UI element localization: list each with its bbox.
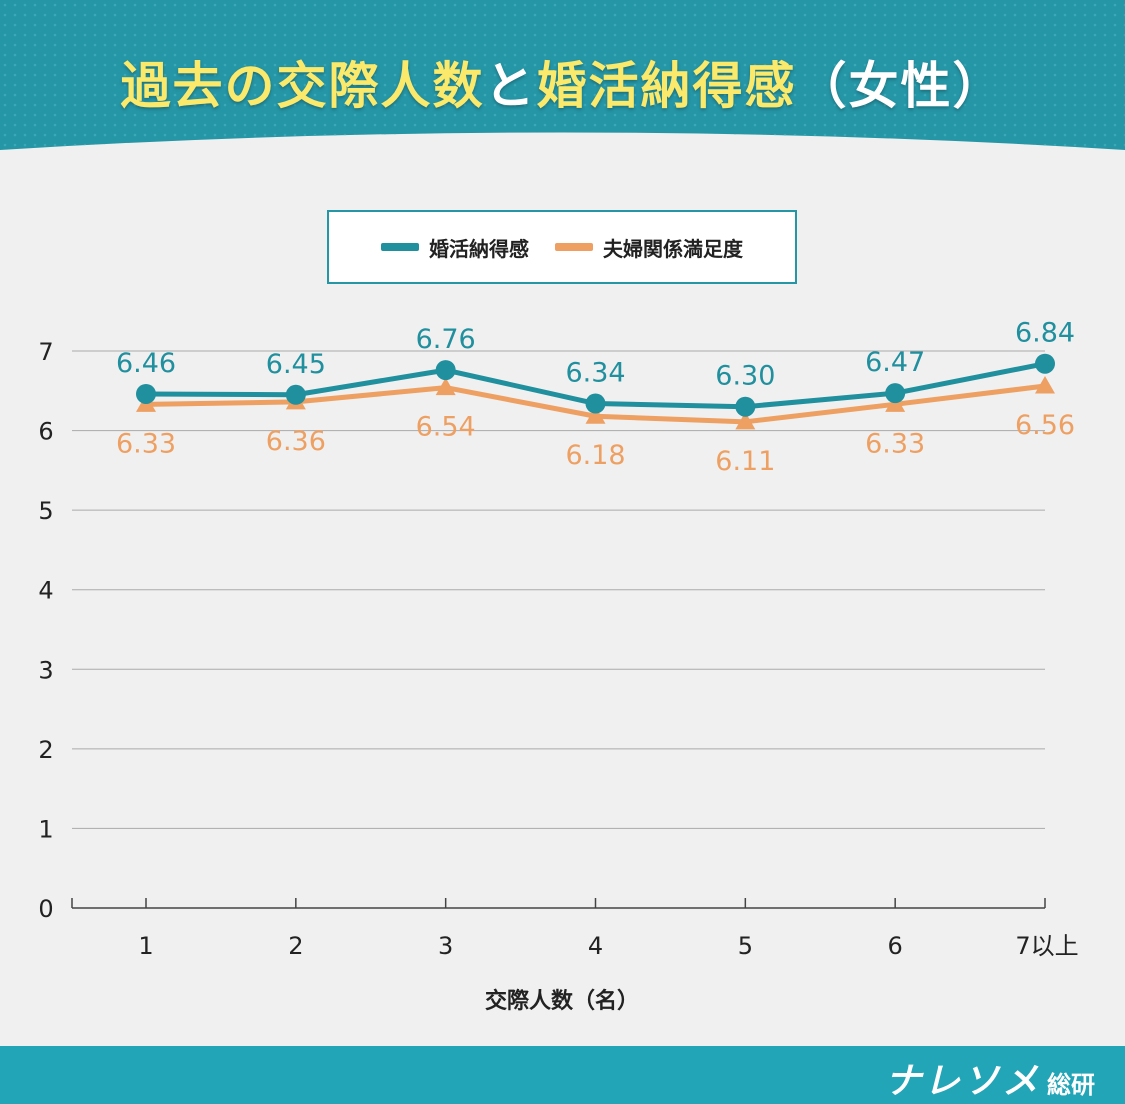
data-label-series-1: 6.34	[565, 358, 625, 389]
y-tick-label: 3	[38, 656, 53, 684]
data-label-series-1: 6.47	[865, 347, 925, 378]
data-point-series-1	[285, 384, 306, 405]
y-tick-label: 4	[38, 577, 53, 605]
data-label-series-2: 6.11	[715, 446, 775, 477]
legend-item-series-2: 夫婦関係満足度	[555, 233, 743, 262]
data-label-series-2: 6.33	[865, 428, 925, 459]
data-label-series-1: 6.45	[266, 349, 326, 380]
chart-legend: 婚活納得感 夫婦関係満足度	[327, 210, 797, 284]
x-axis-title: 交際人数（名）	[485, 988, 639, 1014]
x-tick-label: 4	[588, 932, 603, 960]
data-point-series-2	[435, 377, 456, 396]
y-tick-label: 0	[38, 895, 53, 923]
data-point-series-2	[735, 411, 756, 430]
x-tick-label: 2	[288, 932, 303, 960]
y-tick-label: 7	[38, 338, 53, 366]
data-point-series-2	[585, 406, 606, 424]
title-part-1: 過去の交際人数	[120, 57, 485, 115]
data-label-series-1: 6.30	[715, 361, 775, 392]
y-tick-label: 1	[38, 815, 53, 843]
legend-swatch-series-2	[555, 243, 593, 251]
legend-swatch-series-1	[381, 243, 419, 251]
brand-logo: ナレソメ 総研	[885, 1052, 1095, 1102]
x-tick-label: 1	[138, 932, 153, 960]
brand-suffix: 総研	[1047, 1071, 1095, 1099]
x-tick-label: 6	[888, 932, 903, 960]
data-point-series-1	[1035, 353, 1055, 374]
data-label-series-1: 6.76	[416, 324, 476, 355]
data-point-series-2	[1035, 376, 1055, 394]
footer-bar	[0, 1046, 1125, 1104]
data-point-series-1	[435, 360, 456, 381]
data-label-series-2: 6.54	[416, 412, 476, 443]
data-label-series-2: 6.56	[1015, 410, 1075, 441]
data-point-series-1	[735, 396, 756, 417]
brand-name: ナレソメ	[884, 1061, 1041, 1102]
data-label-series-2: 6.36	[266, 426, 326, 457]
y-tick-label: 5	[38, 497, 53, 525]
data-label-series-1: 6.84	[1015, 318, 1075, 349]
data-point-series-1	[585, 393, 606, 414]
y-tick-label: 2	[38, 736, 53, 764]
data-label-series-2: 6.33	[116, 428, 176, 459]
data-label-series-1: 6.46	[116, 348, 176, 379]
title-part-2: と	[484, 57, 537, 115]
legend-label-series-1: 婚活納得感	[429, 236, 529, 261]
data-point-series-1	[136, 383, 156, 404]
header-banner	[0, 0, 1125, 150]
page-title: 過去の交際人数と婚活納得感（女性）	[0, 46, 1125, 118]
title-part-4: （女性）	[796, 57, 1005, 115]
data-point-series-1	[885, 383, 906, 404]
x-tick-label: 7以上	[1015, 932, 1078, 960]
y-tick-label: 6	[38, 418, 53, 446]
title-part-3: 婚活納得感	[536, 57, 797, 115]
data-label-series-2: 6.18	[565, 440, 625, 471]
x-tick-label: 5	[738, 932, 753, 960]
legend-label-series-2: 夫婦関係満足度	[603, 236, 743, 261]
x-tick-label: 3	[438, 932, 453, 960]
legend-item-series-1: 婚活納得感	[381, 233, 529, 262]
